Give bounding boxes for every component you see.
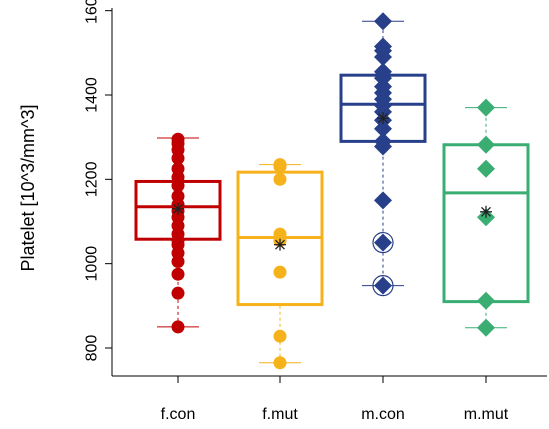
data-point [171,162,185,176]
x-tick-label: m.con [361,406,405,423]
data-point [171,267,185,281]
x-tick-label: f.con [161,406,196,423]
x-tick-label: m.mut [464,406,509,423]
box [134,179,222,241]
mean-stroke [275,239,285,250]
box [339,73,427,143]
y-axis-title: Platelet [10^3/mm^3] [18,105,38,272]
data-point [374,37,392,56]
y-tick-label: 1000 [84,246,101,282]
data-point [273,172,287,186]
mean-stroke [481,206,491,217]
x-tick-label: f.mut [262,406,298,423]
y-tick-label: 1200 [84,161,101,197]
data-point [477,98,495,117]
mean-stroke [378,113,388,124]
series-f.con [134,132,222,334]
outlier-ring [372,231,394,254]
mean-marker [274,238,286,251]
data-point [477,159,495,178]
data-point [171,189,185,203]
axes [105,8,547,383]
mean-marker [377,112,389,125]
data-point [273,158,287,172]
data-point [273,329,287,343]
outlier-ring [372,274,394,297]
data-point [477,318,495,337]
plot-area [134,12,530,370]
mean-marker [172,202,184,215]
data-point [374,233,392,252]
mean-marker [480,205,492,218]
series-m.con [339,12,427,297]
series-f.mut [236,158,324,370]
series-m.mut [442,98,530,337]
data-point [374,276,392,295]
y-tick-label: 1400 [84,77,101,113]
y-tick-label: 160 [84,0,101,24]
data-point [273,356,287,370]
data-point [273,265,287,279]
data-point [171,132,185,146]
box [442,143,530,304]
mean-stroke [173,203,183,214]
labels: Platelet [10^3/mm^3] 800 1000 1200 1400 160 f… [18,0,509,423]
data-point [171,286,185,300]
data-point [374,191,392,210]
y-tick-label: 800 [84,335,101,362]
data-point [171,320,185,334]
data-point [374,12,392,31]
